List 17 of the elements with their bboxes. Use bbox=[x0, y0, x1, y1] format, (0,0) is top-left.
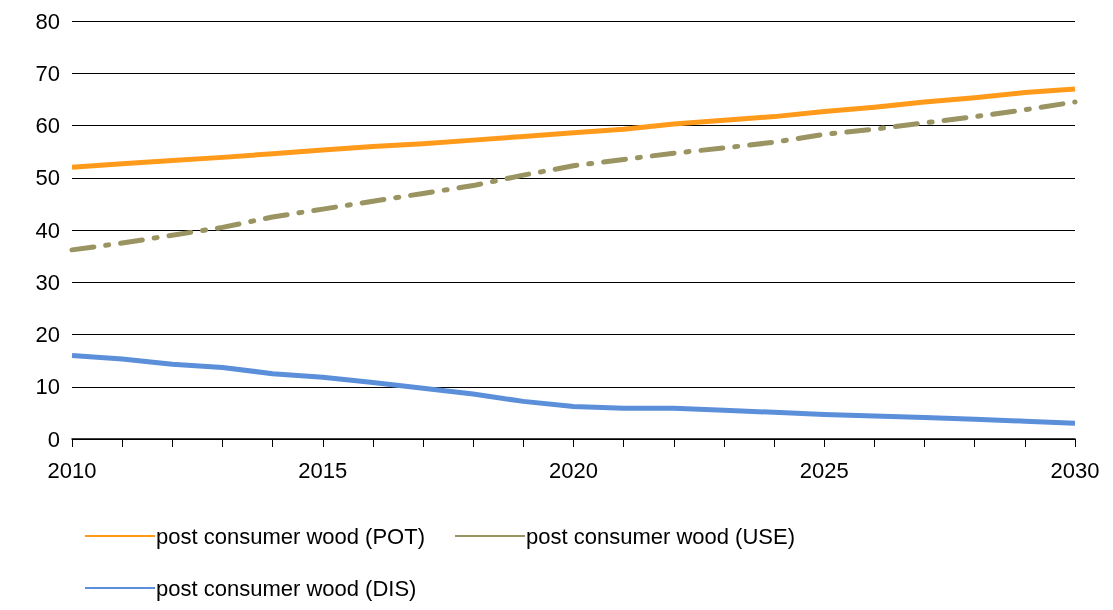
y-tick-label: 10 bbox=[35, 374, 60, 400]
y-tick-label: 80 bbox=[35, 8, 60, 34]
legend-label: post consumer wood (USE) bbox=[525, 523, 795, 549]
y-tick-label: 70 bbox=[35, 60, 60, 86]
x-tick-label: 2030 bbox=[1050, 457, 1100, 483]
y-tick-label: 40 bbox=[35, 217, 60, 243]
y-tick-label: 0 bbox=[47, 426, 60, 452]
y-tick-label: 60 bbox=[35, 113, 60, 138]
x-tick-label: 2015 bbox=[298, 457, 348, 483]
legend-label: post consumer wood (DIS) bbox=[156, 575, 417, 601]
y-tick-label: 50 bbox=[35, 165, 60, 191]
x-tick-label: 2025 bbox=[799, 457, 849, 483]
y-tick-label: 30 bbox=[35, 269, 60, 295]
x-tick-label: 2010 bbox=[47, 457, 97, 483]
legend-label: post consumer wood (POT) bbox=[156, 523, 425, 549]
x-tick-label: 2020 bbox=[549, 457, 598, 483]
y-tick-label: 20 bbox=[35, 322, 60, 347]
